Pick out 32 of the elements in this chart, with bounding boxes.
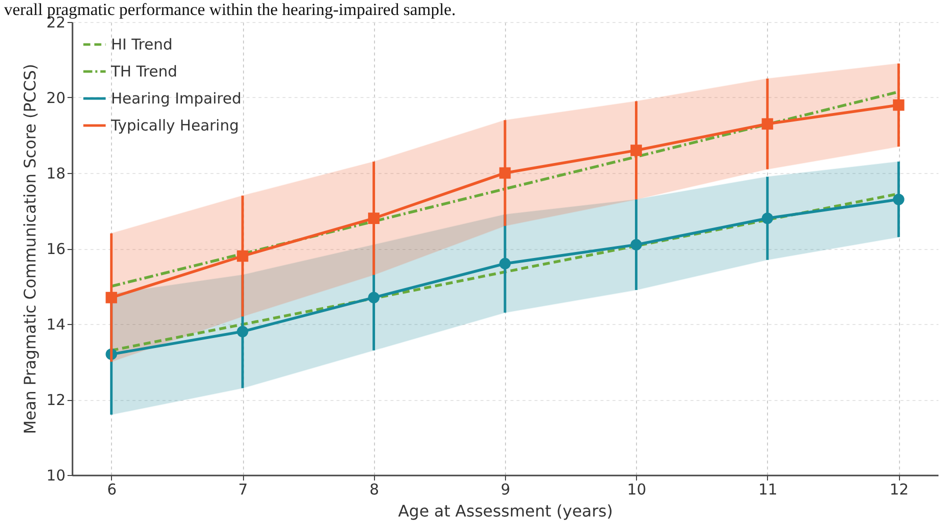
- point: [236, 250, 248, 262]
- legend-label: Typically Hearing: [110, 116, 239, 134]
- legend-label: Hearing Impaired: [111, 90, 242, 108]
- x-axis-title: Age at Assessment (years): [398, 502, 613, 520]
- x-tick-label: 10: [627, 480, 646, 498]
- y-tick-label: 20: [46, 89, 66, 107]
- point: [762, 212, 774, 224]
- y-axis-title: Mean Pragmatic Communication Score (PCCS): [20, 64, 40, 434]
- legend-label: HI Trend: [111, 36, 173, 54]
- y-tick-label: 16: [46, 240, 66, 258]
- x-tick-label: 6: [107, 480, 117, 498]
- point: [499, 258, 511, 270]
- point: [368, 212, 380, 224]
- y-tick-label: 12: [46, 391, 66, 409]
- x-tick-label: 9: [500, 480, 510, 498]
- legend-label: TH Trend: [110, 62, 178, 80]
- x-tick-label: 11: [758, 480, 778, 498]
- y-tick-label: 10: [46, 466, 66, 484]
- point: [762, 118, 774, 130]
- point: [892, 99, 904, 111]
- point: [499, 167, 511, 179]
- point: [236, 326, 248, 338]
- y-tick-label: 14: [46, 316, 66, 334]
- point: [630, 239, 642, 250]
- x-tick-label: 7: [238, 480, 248, 498]
- point: [630, 144, 642, 156]
- x-tick-label: 8: [370, 480, 380, 498]
- point: [892, 194, 904, 206]
- point: [368, 292, 380, 304]
- point: [106, 292, 118, 304]
- y-tick-label: 18: [46, 164, 66, 182]
- x-tick-label: 12: [890, 480, 909, 498]
